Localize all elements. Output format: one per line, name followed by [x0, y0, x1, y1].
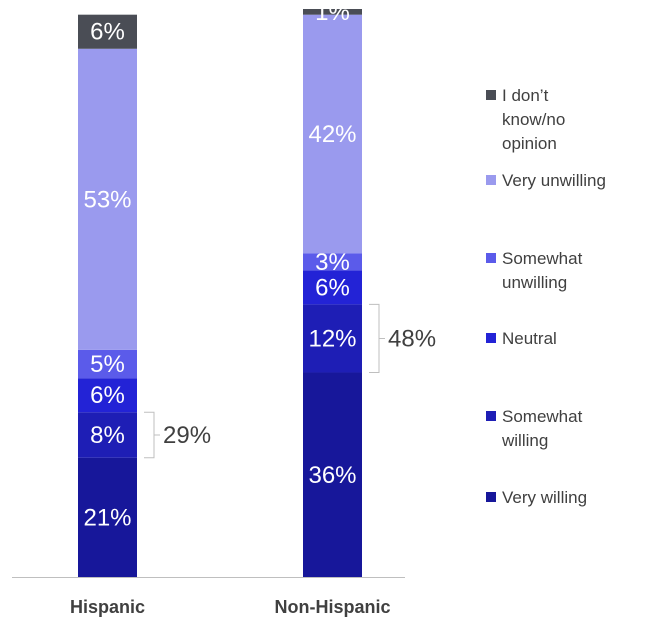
data-label-0-2: 6% [90, 382, 125, 409]
bar-segment-0-5 [78, 14, 137, 49]
legend-swatch-3 [486, 333, 496, 343]
bar-segment-0-0 [78, 457, 137, 577]
legend-label-1-0: Very unwilling [502, 171, 606, 190]
legend-label-5-0: Very willing [502, 488, 587, 507]
bar-segment-1-4 [303, 14, 362, 254]
data-label-1-1: 12% [308, 325, 356, 352]
legend-label-0-1: know/no [502, 110, 565, 129]
legend-label-0-2: opinion [502, 134, 557, 153]
data-label-1-4: 42% [308, 121, 356, 148]
data-label-0-4: 53% [83, 186, 131, 213]
bar-segment-1-5 [303, 9, 362, 15]
data-label-1-2: 6% [315, 274, 350, 301]
legend-label-3-0: Neutral [502, 329, 557, 348]
legend-label-2-0: Somewhat [502, 249, 583, 268]
willing-bracket-1 [369, 303, 385, 374]
bar-segment-1-3 [303, 253, 362, 271]
bar-segment-1-2 [303, 270, 362, 305]
bar-segment-1-0 [303, 372, 362, 577]
data-label-1-0: 36% [308, 462, 356, 489]
data-label-0-3: 5% [90, 351, 125, 378]
bar-segment-0-2 [78, 378, 137, 413]
legend-swatch-2 [486, 253, 496, 263]
top-crop-mask [0, 0, 646, 9]
category-label-1: Non-Hispanic [274, 597, 390, 617]
willing-bracket-0 [144, 411, 160, 459]
legend-label-4-1: willing [501, 431, 548, 450]
bar-segment-1-1 [303, 304, 362, 373]
data-label-0-5: 6% [90, 19, 125, 46]
legend-label-4-0: Somewhat [502, 407, 583, 426]
legend-swatch-4 [486, 411, 496, 421]
data-label-0-1: 8% [90, 422, 125, 449]
legend-label-0-0: I don’t [502, 86, 549, 105]
data-label-1-3: 3% [315, 249, 350, 276]
legend-label-2-1: unwilling [502, 273, 567, 292]
legend-swatch-0 [486, 90, 496, 100]
bar-segment-0-3 [78, 349, 137, 379]
category-label-0: Hispanic [70, 597, 145, 617]
willing-total-label-1: 48% [388, 325, 436, 352]
legend-swatch-5 [486, 492, 496, 502]
bar-segment-0-1 [78, 412, 137, 458]
data-label-0-0: 21% [83, 504, 131, 531]
willing-total-label-0: 29% [163, 422, 211, 449]
bar-segment-0-4 [78, 48, 137, 350]
legend-swatch-1 [486, 175, 496, 185]
